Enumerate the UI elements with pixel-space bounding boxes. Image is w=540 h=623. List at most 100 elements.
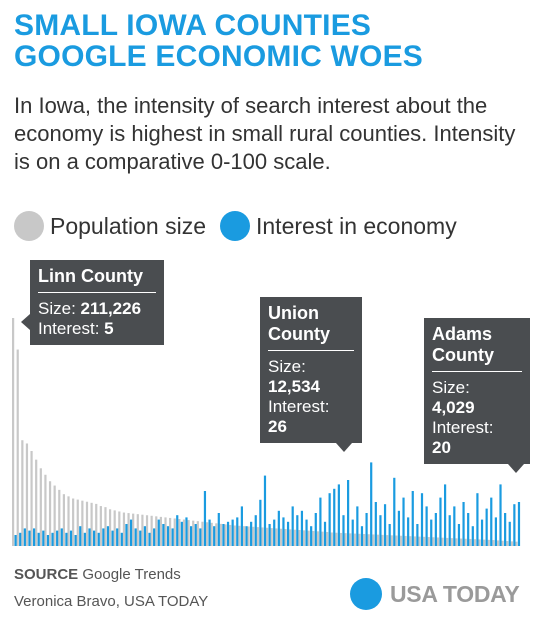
population-bar [404, 535, 407, 546]
population-bar [229, 524, 232, 546]
interest-bar [319, 497, 322, 546]
population-bar [35, 459, 38, 546]
population-bar [266, 527, 269, 546]
population-bar [67, 496, 70, 546]
population-bar [399, 535, 403, 546]
callout-adams-size-label: Size: [432, 378, 470, 397]
interest-bar [23, 528, 26, 546]
interest-bar [365, 513, 368, 546]
interest-bar [116, 528, 119, 546]
interest-bar [490, 497, 493, 546]
interest-bar [111, 530, 114, 546]
population-bar [21, 440, 24, 546]
interest-bar [254, 515, 257, 546]
callout-union-interest-value: 26 [268, 417, 354, 437]
interest-bar [360, 526, 364, 546]
interest-bar [213, 526, 216, 546]
population-bar [187, 520, 190, 546]
interest-bar [240, 506, 243, 546]
interest-bar [148, 532, 151, 546]
interest-bar [374, 502, 377, 546]
title-line-1: SMALL IOWA COUNTIES [14, 9, 372, 42]
population-bar [192, 520, 195, 546]
interest-bar [420, 493, 424, 546]
interest-bar [370, 462, 373, 546]
interest-bar [245, 526, 248, 546]
population-bar [344, 533, 347, 546]
interest-bar [46, 535, 50, 546]
population-bar [238, 525, 241, 546]
population-bar [233, 525, 236, 546]
interest-bar [69, 530, 73, 546]
population-bar [169, 517, 172, 546]
population-bar [353, 533, 356, 546]
interest-bar [383, 504, 387, 546]
population-bar [242, 526, 246, 546]
interest-bar [217, 513, 220, 546]
source-text: Google Trends [82, 566, 181, 583]
title-line-2: GOOGLE ECONOMIC WOES [14, 40, 424, 73]
interest-bar [273, 519, 276, 546]
interest-bar [397, 510, 401, 546]
interest-bar [314, 513, 317, 546]
population-bar [279, 528, 283, 546]
interest-bar [342, 515, 345, 546]
population-bar [510, 541, 513, 546]
population-bar [219, 523, 223, 546]
population-bar [381, 534, 384, 546]
population-bar [362, 534, 366, 546]
population-bar [275, 528, 278, 546]
interest-bars [14, 462, 521, 546]
population-circle-icon [14, 211, 44, 241]
population-bar [261, 527, 264, 546]
population-bar [85, 501, 89, 546]
population-bar [409, 536, 412, 546]
bar-chart [12, 318, 521, 546]
interest-bar [277, 510, 280, 546]
population-bar [159, 516, 162, 546]
interest-bar [236, 517, 239, 546]
source-label: SOURCE [14, 566, 79, 583]
interest-bar [139, 530, 142, 546]
population-bar [72, 498, 75, 546]
callout-linn-pointer [21, 314, 30, 330]
population-bar [367, 534, 370, 546]
population-bar [48, 481, 52, 546]
population-bar [478, 539, 481, 546]
interest-bar [300, 510, 304, 546]
population-bar [427, 537, 430, 546]
population-bar [210, 522, 213, 546]
population-bar [39, 468, 42, 546]
callout-linn-interest-label: Interest: [38, 319, 100, 338]
interest-bar [416, 524, 419, 546]
interest-bar [263, 475, 267, 546]
interest-bar [430, 519, 433, 546]
population-bar [182, 519, 186, 546]
interest-bar [97, 532, 100, 546]
interest-bar [231, 519, 234, 546]
legend: Population size Interest in economy [14, 210, 471, 242]
interest-bar [134, 528, 137, 546]
interest-bar [337, 484, 340, 546]
population-bar [487, 539, 490, 546]
population-bar [423, 536, 426, 546]
callout-union-size-value: 12,534 [268, 377, 354, 397]
callout-adams-title: Adams County [432, 324, 522, 372]
interest-bar [517, 502, 521, 546]
population-bar [312, 531, 315, 546]
interest-bar [65, 532, 68, 546]
population-bar [247, 526, 250, 546]
interest-bar [203, 491, 207, 546]
population-bar [113, 510, 116, 546]
interest-bar [471, 526, 474, 546]
population-bar [418, 536, 421, 546]
callout-adams-county: Adams County Size: 4,029 Interest: 20 [424, 318, 530, 473]
callout-linn-size-label: Size: [38, 299, 76, 318]
population-bar [515, 541, 518, 546]
interest-bar [129, 519, 133, 546]
legend-item-interest: Interest in economy [220, 211, 457, 241]
population-bar [316, 531, 319, 546]
callout-adams-pointer [508, 464, 524, 473]
interest-bar [296, 515, 299, 546]
population-bar [390, 535, 393, 546]
